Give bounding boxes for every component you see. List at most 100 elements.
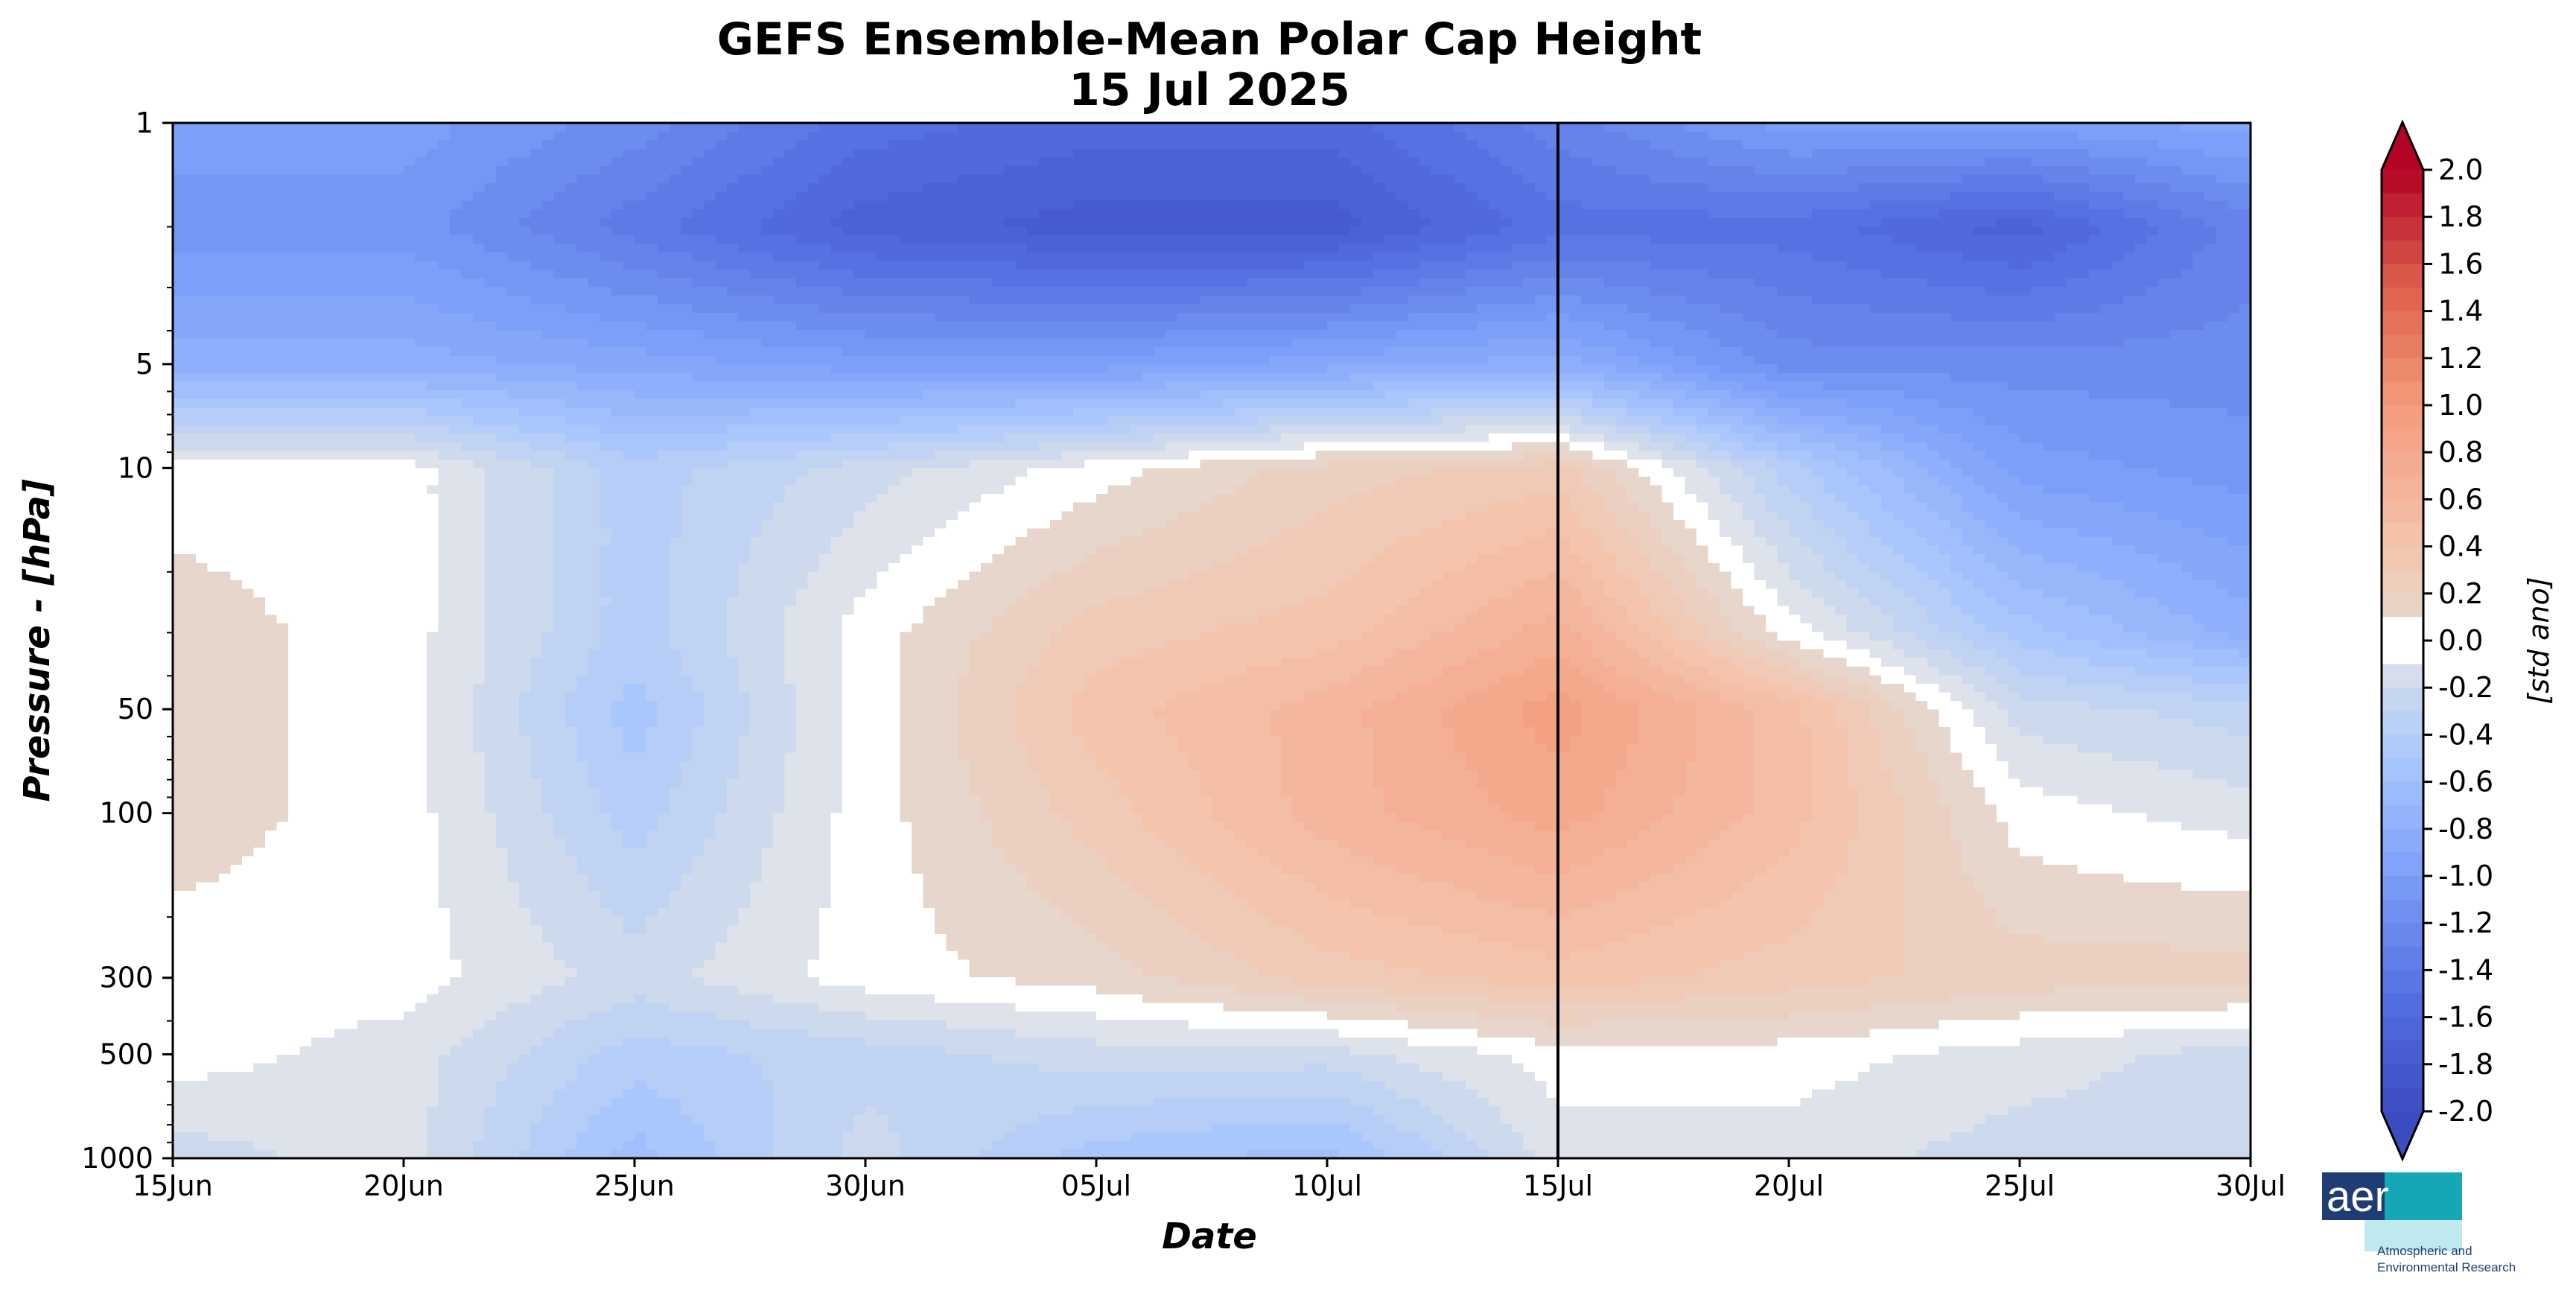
anomaly-cell xyxy=(900,165,912,176)
anomaly-cell xyxy=(1869,295,1882,305)
anomaly-cell xyxy=(865,200,878,210)
anomaly-cell xyxy=(415,235,427,244)
anomaly-cell xyxy=(1477,217,1489,227)
anomaly-cell xyxy=(438,123,451,133)
anomaly-cell xyxy=(184,269,197,279)
anomaly-cell xyxy=(692,183,705,193)
anomaly-cell xyxy=(253,209,266,219)
anomaly-cell xyxy=(704,304,716,314)
anomaly-cell xyxy=(784,321,797,331)
anomaly-cell xyxy=(946,123,958,133)
anomaly-cell xyxy=(900,174,912,184)
anomaly-cell xyxy=(1892,165,1905,176)
anomaly-cell xyxy=(692,321,705,331)
anomaly-cell xyxy=(773,321,786,331)
anomaly-cell xyxy=(1535,140,1548,150)
anomaly-cell xyxy=(1858,157,1871,167)
anomaly-cell xyxy=(1627,330,1640,340)
anomaly-cell xyxy=(1800,261,1813,270)
anomaly-cell xyxy=(507,304,520,314)
anomaly-cell xyxy=(1061,287,1074,296)
anomaly-cell xyxy=(473,295,486,305)
anomaly-cell xyxy=(1408,321,1420,331)
anomaly-cell xyxy=(588,200,601,210)
anomaly-cell xyxy=(738,278,751,288)
anomaly-cell xyxy=(1835,131,1848,141)
anomaly-cell xyxy=(1881,209,1894,219)
anomaly-cell xyxy=(750,244,763,253)
anomaly-cell xyxy=(669,191,681,201)
anomaly-cell xyxy=(600,148,612,158)
anomaly-cell xyxy=(1823,226,1836,236)
anomaly-cell xyxy=(265,165,278,176)
anomaly-cell xyxy=(681,200,693,210)
anomaly-cell xyxy=(565,183,578,193)
anomaly-cell xyxy=(1096,295,1109,305)
anomaly-cell xyxy=(2216,269,2228,279)
anomaly-cell xyxy=(1165,278,1178,288)
anomaly-cell xyxy=(288,355,301,365)
anomaly-cell xyxy=(2135,347,2148,357)
anomaly-cell xyxy=(2031,304,2044,314)
anomaly-cell xyxy=(1373,165,1386,176)
anomaly-cell xyxy=(1858,123,1871,133)
anomaly-cell xyxy=(2112,252,2125,261)
anomaly-cell xyxy=(576,148,589,158)
anomaly-cell xyxy=(381,209,393,219)
anomaly-cell xyxy=(1962,226,1974,236)
anomaly-cell xyxy=(1858,330,1871,340)
anomaly-cell xyxy=(427,183,439,193)
anomaly-cell xyxy=(1130,269,1143,279)
anomaly-cell xyxy=(1881,244,1894,253)
anomaly-cell xyxy=(796,148,809,158)
anomaly-cell xyxy=(1927,278,1940,288)
anomaly-cell xyxy=(1443,183,1455,193)
anomaly-cell xyxy=(1812,338,1825,348)
anomaly-cell xyxy=(1731,226,1743,236)
anomaly-cell xyxy=(1235,140,1247,150)
chart-subtitle: 15 Jul 2025 xyxy=(1069,64,1350,116)
anomaly-cell xyxy=(461,244,474,253)
anomaly-cell xyxy=(404,165,416,176)
anomaly-cell xyxy=(658,131,670,141)
anomaly-cell xyxy=(1096,304,1109,314)
anomaly-cell xyxy=(1373,252,1386,261)
anomaly-cell xyxy=(2158,312,2171,323)
anomaly-cell xyxy=(1107,269,1120,279)
anomaly-cell xyxy=(322,252,335,261)
anomaly-cell xyxy=(1661,148,1674,158)
anomaly-cell xyxy=(1212,304,1224,314)
anomaly-cell xyxy=(1904,165,1917,176)
anomaly-cell xyxy=(981,269,993,279)
anomaly-cell xyxy=(219,235,232,244)
anomaly-cell xyxy=(1350,261,1363,270)
anomaly-cell xyxy=(1500,140,1513,150)
anomaly-cell xyxy=(1904,191,1917,201)
anomaly-cell xyxy=(830,191,843,201)
anomaly-cell xyxy=(1927,217,1940,227)
anomaly-cell xyxy=(1477,165,1489,176)
anomaly-cell xyxy=(392,252,404,261)
anomaly-cell xyxy=(2008,226,2020,236)
anomaly-cell xyxy=(1061,183,1074,193)
anomaly-cell xyxy=(461,321,474,331)
anomaly-cell xyxy=(1558,287,1571,296)
anomaly-cell xyxy=(1027,287,1040,296)
anomaly-cell xyxy=(819,148,832,158)
anomaly-cell xyxy=(2135,183,2148,193)
anomaly-cell xyxy=(646,330,658,340)
anomaly-cell xyxy=(819,217,832,227)
anomaly-cell xyxy=(230,157,243,167)
anomaly-cell xyxy=(1223,330,1235,340)
anomaly-cell xyxy=(242,235,255,244)
anomaly-cell xyxy=(1846,165,1859,176)
anomaly-cell xyxy=(2192,200,2205,210)
anomaly-cell xyxy=(1661,131,1674,141)
anomaly-cell xyxy=(253,278,266,288)
anomaly-cell xyxy=(2227,191,2240,201)
anomaly-cell xyxy=(900,157,912,167)
anomaly-cell xyxy=(935,200,947,210)
anomaly-cell xyxy=(253,304,266,314)
anomaly-cell xyxy=(1869,183,1882,193)
anomaly-cell xyxy=(404,217,416,227)
